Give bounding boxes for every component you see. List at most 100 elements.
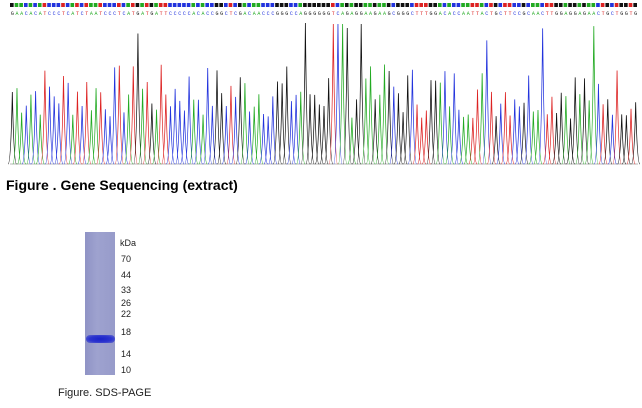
trace-peak xyxy=(575,94,585,165)
base-color-cell xyxy=(503,3,507,7)
trace-peak xyxy=(105,116,115,165)
base-letter: T xyxy=(471,11,474,17)
trace-peak xyxy=(7,92,17,165)
trace-peak xyxy=(361,78,371,165)
base-letter: A xyxy=(448,11,451,17)
base-letter: G xyxy=(560,11,563,17)
base-color-cell xyxy=(149,3,154,7)
base-letter: G xyxy=(285,11,288,17)
trace-peak xyxy=(542,114,552,165)
trace-peak xyxy=(258,114,269,165)
base-letter: A xyxy=(467,11,470,17)
base-color-cell xyxy=(372,3,377,7)
trace-peak xyxy=(486,91,497,165)
base-color-cell xyxy=(14,3,19,7)
base-color-cell xyxy=(75,3,79,7)
base-color-cell xyxy=(42,3,47,7)
base-color-cell xyxy=(214,3,219,7)
base-color-cell xyxy=(289,3,293,7)
base-color-cell xyxy=(596,3,600,7)
base-letter: G xyxy=(434,11,437,17)
base-color-cell xyxy=(475,3,479,7)
base-letter: A xyxy=(243,11,246,17)
base-color-cell xyxy=(126,3,130,7)
trace-peak xyxy=(365,66,376,165)
base-color-cell xyxy=(242,3,247,7)
base-color-cell xyxy=(191,3,196,7)
base-color-cell xyxy=(93,3,98,7)
base-color-cell xyxy=(479,3,484,7)
base-color-cell xyxy=(563,3,568,7)
trace-peak xyxy=(584,100,594,165)
base-letter: G xyxy=(360,11,363,17)
base-color-cell xyxy=(572,3,577,7)
base-letter: G xyxy=(239,11,242,17)
trace-peak xyxy=(156,64,166,165)
base-color-cell xyxy=(405,3,410,7)
base-color-cell xyxy=(61,3,65,7)
trace-peak xyxy=(538,28,548,165)
trace-peak xyxy=(510,99,520,165)
base-color-cell xyxy=(275,3,279,7)
base-letter: G xyxy=(220,11,223,17)
base-letter: C xyxy=(267,11,270,17)
base-color-cell xyxy=(279,3,284,7)
trace-peak xyxy=(417,117,427,165)
trace-peak xyxy=(235,77,245,165)
base-color-cell xyxy=(303,3,307,7)
base-color-cell xyxy=(89,3,93,7)
base-color-cell xyxy=(340,3,344,7)
base-color-cell xyxy=(512,3,517,7)
base-color-cell xyxy=(116,3,121,7)
base-color-cell xyxy=(135,3,140,7)
base-color-cell xyxy=(531,3,535,7)
trace-peak xyxy=(12,88,22,165)
gel-caption: Figure. SDS-PAGE xyxy=(58,387,152,399)
base-color-cell xyxy=(554,3,558,7)
base-letter: G xyxy=(406,11,409,17)
trace-peak xyxy=(286,101,297,165)
trace-peak xyxy=(421,110,431,165)
base-letter: T xyxy=(332,11,335,17)
base-letter: C xyxy=(248,11,251,17)
trace-peak xyxy=(170,88,180,165)
base-color-cell xyxy=(400,3,405,7)
base-letter: A xyxy=(532,11,535,17)
trace-peak xyxy=(351,99,362,165)
base-color-cell xyxy=(568,3,572,7)
base-letter: C xyxy=(336,11,339,17)
trace-peak xyxy=(384,71,394,165)
base-letter: C xyxy=(499,11,502,17)
trace-peak xyxy=(440,71,450,165)
base-letter: C xyxy=(295,11,298,17)
base-letter: G xyxy=(216,11,219,17)
base-letter: G xyxy=(574,11,577,17)
marker-label-70: 70 xyxy=(121,254,132,264)
base-color-cell xyxy=(23,3,28,7)
trace-peak xyxy=(342,27,352,165)
trace-peak xyxy=(161,94,171,165)
base-color-cell xyxy=(610,3,614,7)
base-letter: C xyxy=(271,11,274,17)
base-color-cell xyxy=(103,3,107,7)
trace-peak xyxy=(207,105,217,165)
base-letter: C xyxy=(411,11,414,17)
base-letter: C xyxy=(48,11,51,17)
base-color-cell xyxy=(600,3,605,7)
trace-peak xyxy=(617,114,627,165)
base-letter: C xyxy=(169,11,172,17)
base-letter: C xyxy=(611,11,614,17)
trace-peak xyxy=(96,92,106,165)
base-color-cell xyxy=(330,3,335,7)
base-letter: C xyxy=(597,11,600,17)
base-letter: C xyxy=(25,11,28,17)
base-letter: A xyxy=(481,11,484,17)
base-color-cell xyxy=(298,3,303,7)
base-letter: T xyxy=(132,11,135,17)
base-letter: C xyxy=(113,11,116,17)
trace-peak xyxy=(579,78,590,165)
base-letter: G xyxy=(374,11,377,17)
trace-peak xyxy=(212,70,222,165)
base-letter: T xyxy=(476,11,479,17)
base-letter: T xyxy=(146,11,149,17)
